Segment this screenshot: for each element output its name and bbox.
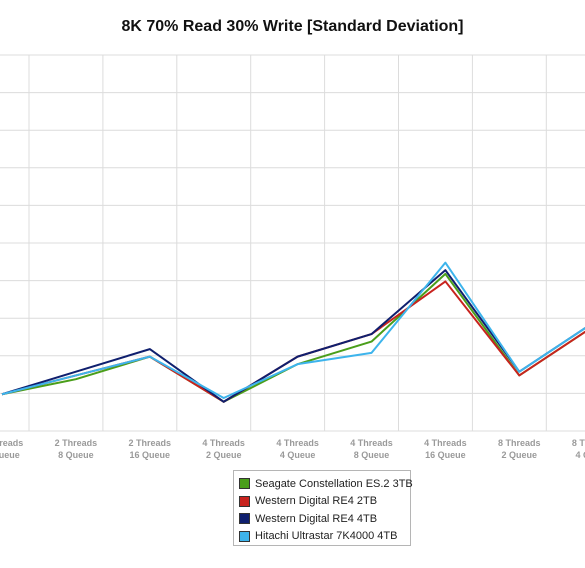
legend-label: Western Digital RE4 4TB — [255, 512, 378, 525]
series-line-1 — [1, 272, 585, 403]
series-line-2 — [1, 280, 585, 403]
chart-title: 8K 70% Read 30% Write [Standard Deviatio… — [121, 18, 464, 35]
legend-swatch — [239, 513, 250, 525]
x-tick-label: 4 Threads 8 Queue — [350, 438, 393, 460]
series-line-4 — [1, 261, 585, 399]
x-tick-label: 4 Threads 4 Queue — [276, 438, 319, 460]
x-tick-label: 8 Threads 2 Queue — [498, 438, 541, 460]
legend-swatch — [239, 530, 250, 542]
legend: Seagate Constellation ES.2 3TB Western Di… — [233, 470, 413, 546]
legend-label: Hitachi Ultrastar 7K4000 4TB — [255, 530, 398, 543]
legend-item: Seagate Constellation ES.2 3TB — [239, 475, 413, 493]
x-tick-label: 4 Threads 16 Queue — [424, 438, 467, 460]
legend-item: Western Digital RE4 2TB — [239, 493, 410, 511]
series-line-3 — [1, 269, 585, 403]
legend-label: Seagate Constellation ES.2 3TB — [255, 477, 413, 490]
x-tick-label: 2 Threads 16 Queue — [129, 438, 172, 460]
x-tick-label: 2 Threads 8 Queue — [55, 438, 98, 460]
legend-label: Western Digital RE4 2TB — [255, 495, 378, 508]
legend-swatch — [239, 495, 250, 507]
legend-item: Hitachi Ultrastar 7K4000 4TB — [239, 528, 410, 546]
legend-swatch — [239, 478, 250, 490]
x-tick-label: 4 Threads 2 Queue — [202, 438, 245, 460]
legend-item: Western Digital RE4 4TB — [239, 510, 410, 528]
series-lines — [1, 261, 585, 403]
gridlines — [0, 54, 585, 432]
